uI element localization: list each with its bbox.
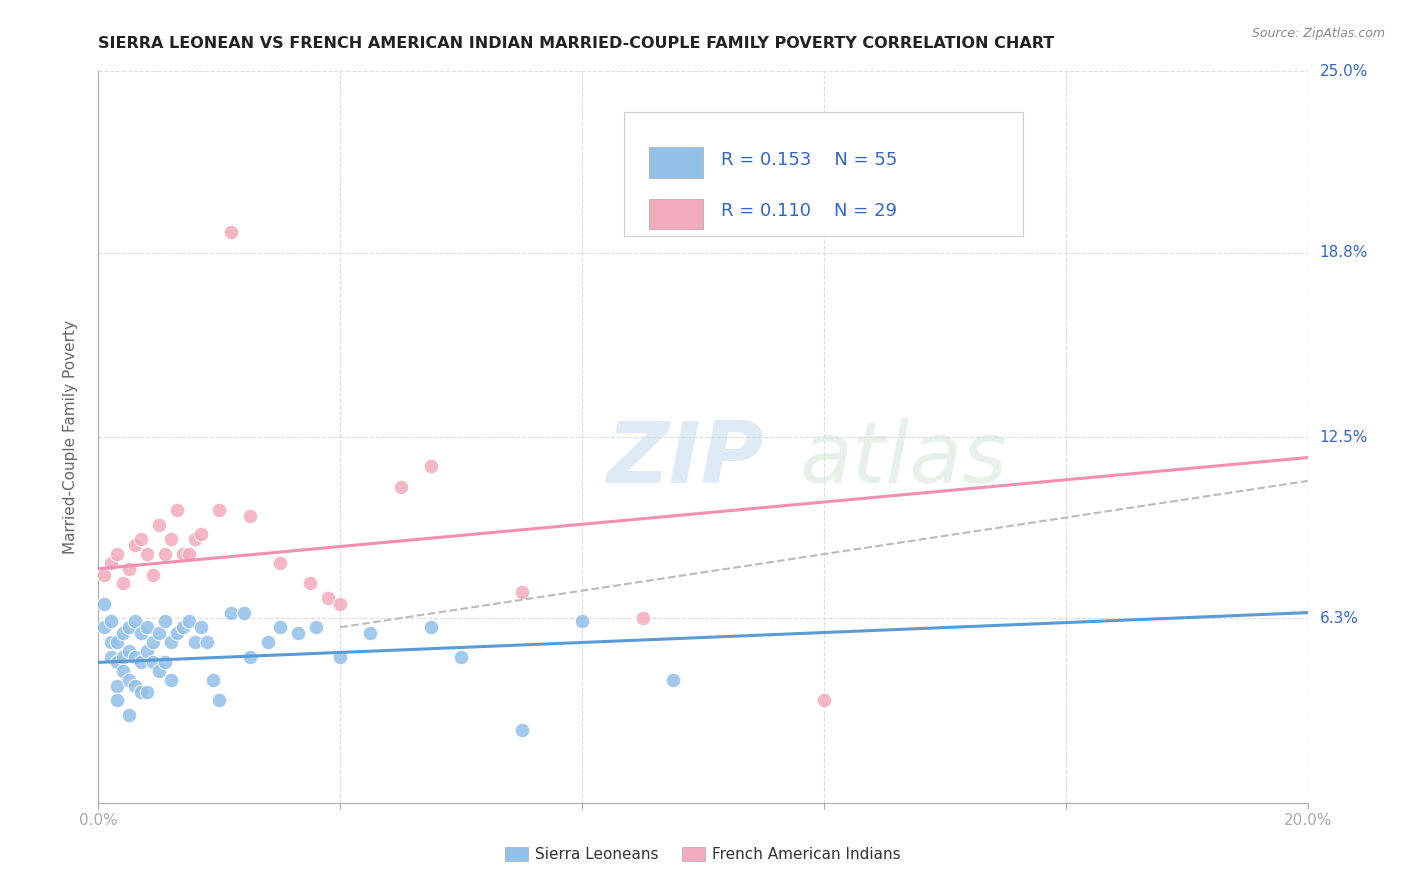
- Point: [142, 567, 165, 582]
- Point: [118, 673, 141, 687]
- Point: [450, 649, 472, 664]
- Point: [232, 606, 254, 620]
- Point: [118, 562, 141, 576]
- Point: [202, 673, 225, 687]
- Point: [256, 635, 278, 649]
- Point: [160, 533, 183, 547]
- Point: [118, 620, 141, 634]
- Point: [135, 643, 157, 657]
- Text: SIERRA LEONEAN VS FRENCH AMERICAN INDIAN MARRIED-COUPLE FAMILY POVERTY CORRELATI: SIERRA LEONEAN VS FRENCH AMERICAN INDIAN…: [98, 36, 1054, 51]
- Point: [166, 626, 188, 640]
- Point: [111, 626, 134, 640]
- Text: R = 0.153    N = 55: R = 0.153 N = 55: [721, 151, 897, 169]
- Point: [287, 626, 309, 640]
- Point: [153, 656, 176, 670]
- Point: [93, 567, 115, 582]
- Text: Source: ZipAtlas.com: Source: ZipAtlas.com: [1251, 27, 1385, 40]
- FancyBboxPatch shape: [648, 147, 703, 178]
- Point: [111, 664, 134, 678]
- Point: [195, 635, 218, 649]
- Text: 6.3%: 6.3%: [1320, 611, 1358, 626]
- Point: [111, 576, 134, 591]
- Point: [299, 576, 322, 591]
- Point: [190, 526, 212, 541]
- Point: [100, 649, 122, 664]
- Point: [329, 597, 352, 611]
- Point: [105, 693, 128, 707]
- Point: [239, 649, 262, 664]
- Point: [177, 547, 201, 561]
- Point: [148, 626, 170, 640]
- Point: [118, 643, 141, 657]
- Point: [100, 615, 122, 629]
- Point: [221, 606, 243, 620]
- Point: [184, 635, 207, 649]
- Point: [184, 533, 207, 547]
- Point: [190, 620, 212, 634]
- Point: [135, 547, 157, 561]
- Point: [177, 615, 201, 629]
- Text: R = 0.110    N = 29: R = 0.110 N = 29: [721, 202, 897, 220]
- Point: [631, 611, 654, 625]
- Point: [135, 620, 157, 634]
- Point: [93, 597, 115, 611]
- Point: [124, 649, 146, 664]
- Point: [389, 480, 412, 494]
- Point: [329, 649, 352, 664]
- Text: ZIP: ZIP: [606, 417, 763, 500]
- Point: [166, 503, 188, 517]
- Text: atlas: atlas: [800, 417, 1008, 500]
- Point: [208, 693, 231, 707]
- Text: 18.8%: 18.8%: [1320, 245, 1368, 260]
- Point: [135, 684, 157, 698]
- Point: [105, 547, 128, 561]
- Point: [148, 664, 170, 678]
- Point: [129, 533, 152, 547]
- Point: [118, 708, 141, 723]
- Point: [124, 538, 146, 552]
- Point: [419, 620, 441, 634]
- FancyBboxPatch shape: [648, 199, 703, 229]
- Point: [172, 547, 194, 561]
- Point: [419, 459, 441, 474]
- Point: [316, 591, 339, 605]
- Point: [124, 679, 146, 693]
- Point: [153, 615, 176, 629]
- Point: [129, 684, 152, 698]
- Point: [221, 225, 243, 239]
- Point: [111, 649, 134, 664]
- Text: 12.5%: 12.5%: [1320, 430, 1368, 444]
- Point: [124, 615, 146, 629]
- Point: [208, 503, 231, 517]
- Point: [129, 626, 152, 640]
- Point: [360, 626, 382, 640]
- Point: [160, 673, 183, 687]
- Point: [269, 556, 291, 570]
- Point: [813, 693, 835, 707]
- Point: [510, 585, 533, 599]
- Legend: Sierra Leoneans, French American Indians: Sierra Leoneans, French American Indians: [499, 841, 907, 868]
- Point: [269, 620, 291, 634]
- Point: [239, 509, 262, 524]
- Point: [160, 635, 183, 649]
- Point: [100, 556, 122, 570]
- Point: [172, 620, 194, 634]
- Point: [148, 517, 170, 532]
- Point: [305, 620, 328, 634]
- Text: 25.0%: 25.0%: [1320, 64, 1368, 78]
- Point: [571, 615, 593, 629]
- Point: [105, 679, 128, 693]
- Point: [661, 673, 683, 687]
- Point: [142, 635, 165, 649]
- Point: [510, 723, 533, 737]
- Point: [153, 547, 176, 561]
- FancyBboxPatch shape: [624, 112, 1024, 235]
- Y-axis label: Married-Couple Family Poverty: Married-Couple Family Poverty: [63, 320, 77, 554]
- Point: [105, 635, 128, 649]
- Point: [129, 656, 152, 670]
- Point: [100, 635, 122, 649]
- Point: [142, 656, 165, 670]
- Point: [93, 620, 115, 634]
- Point: [105, 656, 128, 670]
